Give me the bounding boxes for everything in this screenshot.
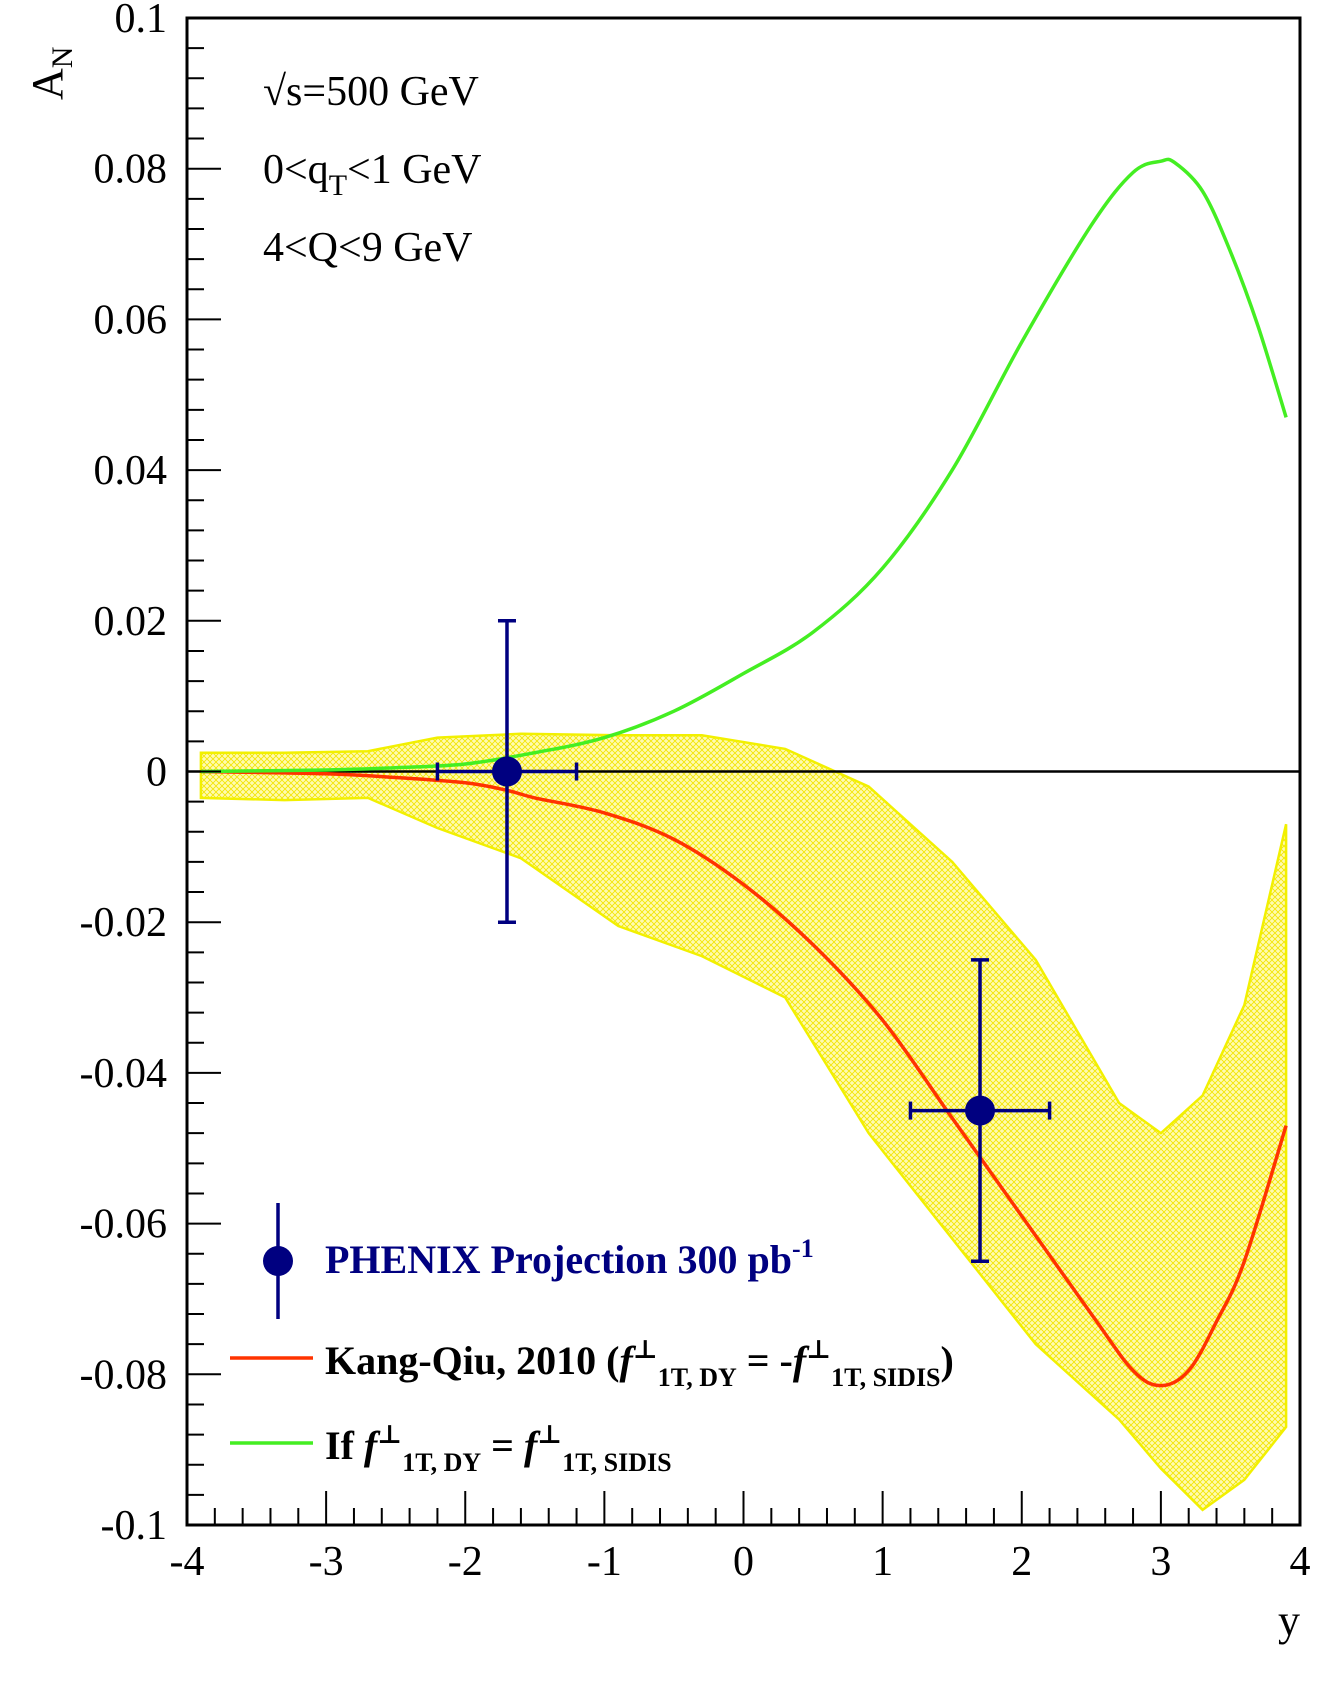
text-part: = — [481, 1423, 524, 1468]
y-tick-label: -0.08 — [80, 1352, 168, 1398]
text-part: 1T, SIDIS — [831, 1363, 940, 1392]
text-part: Kang-Qiu, 2010 ( — [325, 1338, 619, 1383]
text-part: f — [793, 1338, 810, 1383]
text-part: 4<Q<9 GeV — [263, 225, 473, 271]
annotation-2: 4<Q<9 GeV — [263, 225, 473, 271]
data-point-0 — [435, 619, 579, 924]
legend-item-0: PHENIX Projection 300 pb-1 — [263, 1203, 814, 1319]
y-tick-label: 0.1 — [115, 0, 168, 42]
text-part: 1T, DY — [402, 1448, 481, 1477]
text-part: -1 — [792, 1234, 814, 1263]
annotation-1: 0<qT<1 GeV — [263, 147, 482, 202]
data-point-marker — [491, 756, 522, 787]
legend: PHENIX Projection 300 pb-1 Kang-Qiu, 2010… — [230, 1203, 954, 1477]
y-axis-label-sub: N — [46, 47, 79, 69]
y-tick-label: 0.02 — [94, 599, 168, 645]
y-tick-label: 0.06 — [94, 297, 168, 343]
legend-marker — [263, 1246, 293, 1276]
text-part: 1T, DY — [658, 1363, 737, 1392]
band-layer — [199, 732, 1288, 1512]
x-tick-label: -2 — [448, 1539, 483, 1585]
text-part: <1 GeV — [347, 147, 482, 193]
x-tick-label: -4 — [170, 1539, 205, 1585]
y-tick-label: 0.08 — [94, 147, 168, 193]
tick-labels: -0.1 -0.08 -0.06 -0.04 -0.02 0 0.02 0.04 0.06 0.0… — [80, 0, 1311, 1585]
y-axis-label: AN — [23, 47, 79, 100]
series-line-0 — [200, 769, 1288, 1388]
text-part: f — [524, 1423, 541, 1468]
legend-label: PHENIX Projection 300 pb-1 — [325, 1234, 814, 1282]
legend-item-2: If f⊥1T, DY = f⊥1T, SIDIS — [230, 1420, 672, 1477]
text-part: T — [329, 169, 347, 202]
text-part: 0<q — [263, 147, 329, 193]
data-points — [435, 619, 1052, 1264]
series-lines — [200, 157, 1288, 1388]
text-part: PHENIX Projection 300 pb — [325, 1237, 792, 1282]
uncertainty-band — [199, 732, 1288, 1512]
y-tick-label: 0.04 — [94, 448, 168, 494]
ticks — [186, 17, 1301, 1526]
data-point-marker — [965, 1095, 996, 1126]
y-tick-label: 0 — [146, 750, 167, 796]
x-tick-label: 2 — [1011, 1539, 1032, 1585]
y-tick-label: -0.1 — [101, 1503, 168, 1549]
text-part: 1T, SIDIS — [562, 1448, 671, 1477]
y-tick-label: -0.06 — [80, 1202, 168, 1248]
y-tick-label: -0.04 — [80, 1051, 168, 1097]
series-line-1 — [200, 157, 1288, 774]
y-axis-label-text: AN — [23, 47, 79, 100]
text-part: f — [364, 1423, 381, 1468]
text-part: ⊥ — [806, 1335, 831, 1364]
text-part: ) — [941, 1338, 954, 1383]
x-tick-label: 3 — [1150, 1539, 1171, 1585]
legend-item-1: Kang-Qiu, 2010 (f⊥1T, DY = -f⊥1T, SIDIS) — [230, 1335, 954, 1392]
y-tick-label: -0.02 — [80, 900, 168, 946]
legend-label: Kang-Qiu, 2010 (f⊥1T, DY = -f⊥1T, SIDIS) — [325, 1335, 954, 1392]
x-tick-label: 1 — [872, 1539, 893, 1585]
x-tick-label: -1 — [587, 1539, 622, 1585]
annotations: √s=500 GeV 0<qT<1 GeV 4<Q<9 GeV — [263, 69, 482, 271]
x-tick-label: 0 — [733, 1539, 754, 1585]
x-tick-label: 4 — [1290, 1539, 1311, 1585]
text-part: √s=500 GeV — [263, 69, 479, 115]
text-part: = - — [737, 1338, 793, 1383]
text-part: ⊥ — [537, 1420, 562, 1449]
annotation-0: √s=500 GeV — [263, 69, 479, 115]
legend-label: If f⊥1T, DY = f⊥1T, SIDIS — [325, 1420, 672, 1477]
x-tick-label: -3 — [309, 1539, 344, 1585]
y-axis-label-main: A — [23, 68, 72, 100]
text-part: f — [619, 1338, 636, 1383]
text-part: If — [325, 1423, 364, 1468]
text-part: ⊥ — [633, 1335, 658, 1364]
x-axis-label: y — [1278, 1596, 1300, 1645]
text-part: ⊥ — [377, 1420, 402, 1449]
data-point-1 — [908, 958, 1052, 1264]
